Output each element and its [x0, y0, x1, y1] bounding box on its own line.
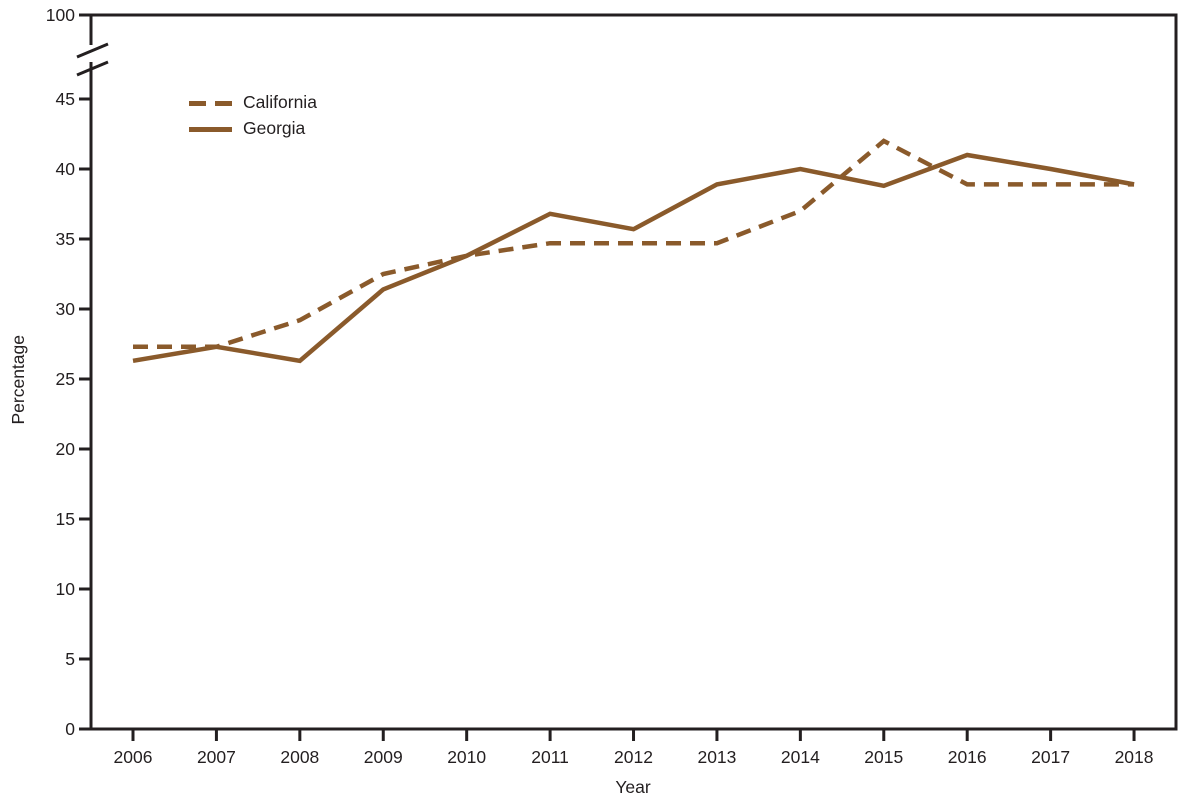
y-tick-label: 100 [46, 5, 75, 25]
y-tick-label: 15 [56, 509, 75, 529]
y-tick-label: 0 [65, 719, 75, 739]
georgia-solid-line-swatch [189, 126, 232, 132]
georgia-line [132, 152, 1135, 364]
y-tick-label: 20 [56, 439, 76, 459]
x-tick-label: 2006 [114, 747, 153, 767]
legend-item-california: California [189, 90, 317, 116]
x-tick-label: 2013 [697, 747, 736, 767]
axis-break-slash [76, 60, 109, 77]
axis-break-slash [76, 42, 109, 59]
x-axis-title: Year [615, 777, 651, 797]
x-tick-label: 2011 [531, 747, 569, 767]
y-tick-label: 30 [56, 299, 76, 319]
legend: California Georgia [189, 90, 317, 142]
legend-label-california: California [243, 92, 317, 113]
x-tick-label: 2018 [1115, 747, 1154, 767]
x-tick-label: 2016 [948, 747, 987, 767]
x-tick-label: 2010 [447, 747, 486, 767]
x-tick-label: 2017 [1031, 747, 1070, 767]
california-line [133, 138, 1135, 350]
x-tick-label: 2015 [864, 747, 903, 767]
y-tick-label: 35 [56, 229, 75, 249]
y-tick-label: 40 [56, 159, 76, 179]
y-axis-title: Percentage [8, 335, 28, 425]
y-tick-label: 45 [56, 89, 75, 109]
california-dashed-line-swatch [189, 100, 232, 106]
y-tick-label: 10 [56, 579, 76, 599]
y-tick-label: 25 [56, 369, 75, 389]
y-tick-label: 5 [65, 649, 75, 669]
x-tick-label: 2014 [781, 747, 820, 767]
x-tick-label: 2007 [197, 747, 236, 767]
x-tick-label: 2008 [280, 747, 319, 767]
legend-item-georgia: Georgia [189, 116, 317, 142]
x-tick-label: 2009 [364, 747, 403, 767]
x-tick-label: 2012 [614, 747, 653, 767]
legend-label-georgia: Georgia [243, 118, 306, 139]
